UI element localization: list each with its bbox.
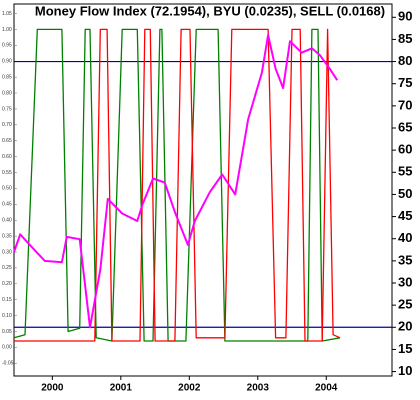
y-tick-label: 0.70 [2,122,12,128]
y2-tick-label: 90 [398,9,412,24]
y2-tick-label: 70 [398,97,412,112]
x-tick-label: 2004 [315,383,338,394]
y-tick-label: 0.05 [2,329,12,335]
y-tick-label: 0.65 [2,138,12,144]
y-tick-label: 0.85 [2,74,12,80]
y2-tick-label: 75 [398,75,412,90]
y-tick-label: 0.40 [2,218,12,224]
y2-tick-label: 30 [398,274,412,289]
y-tick-label: 0.60 [2,154,12,160]
chart-title: Money Flow Index (72.1954), BYU (0.0235)… [35,3,385,18]
x-tick-label: 2001 [110,383,133,394]
y-tick-label: 1.00 [2,27,12,33]
y2-tick-label: 60 [398,142,412,157]
y-tick-label: 0.30 [2,249,12,255]
y-tick-label: 0.90 [2,59,12,65]
y-tick-label: 0.50 [2,186,12,192]
y-tick-label: 0.25 [2,265,12,271]
y2-tick-label: 25 [398,297,412,312]
y2-tick-label: 45 [398,208,412,223]
y2-tick-label: 10 [398,363,412,378]
y-tick-label: 0.15 [2,297,12,303]
layer: -0.05 0.00 0.05 0.10 0.15 0.20 0.25 0.30 0.35 0.4… [2,9,412,394]
y-tick-label: 1.05 [2,11,12,17]
y-tick-label: 0.00 [2,345,12,351]
y-tick-label: 0.20 [2,281,12,287]
y-tick-label: 0.45 [2,202,12,208]
y2-tick-label: 15 [398,341,412,356]
y2-tick-label: 65 [398,119,412,134]
series-line [13,34,339,329]
y-tick-label: 0.55 [2,170,12,176]
y-tick-label: 0.35 [2,233,12,239]
x-tick-label: 2000 [41,383,64,394]
y-tick-label: 0.10 [2,313,12,319]
y2-tick-label: 35 [398,252,412,267]
x-tick-label: 2002 [178,383,201,394]
plot-area [13,3,393,377]
y2-tick-label: 20 [398,319,412,334]
y2-tick-label: 80 [398,53,412,68]
series-line [13,28,341,342]
x-tick-label: 2003 [247,383,270,394]
y-tick-label: 0.95 [2,43,12,49]
y2-tick-label: 55 [398,164,412,179]
y-tick-label: -0.05 [2,361,14,367]
series-line [14,28,341,342]
y-tick-label: 0.80 [2,90,12,96]
y2-tick-label: 50 [398,186,412,201]
y2-tick-label: 85 [398,31,412,46]
y-tick-label: 0.75 [2,106,12,112]
y2-tick-label: 40 [398,230,412,245]
